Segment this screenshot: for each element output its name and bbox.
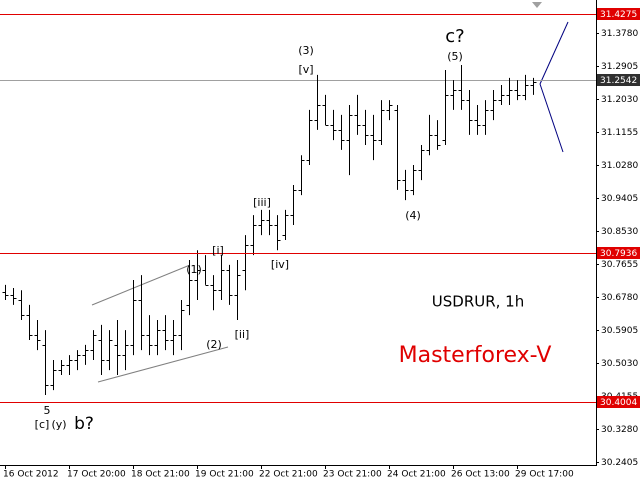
current-price-label: 31.2542 — [600, 76, 637, 86]
y-tick-label: 31.0280 — [601, 161, 638, 171]
watermark: Masterforex-V — [399, 343, 552, 368]
trend-line — [97, 346, 229, 383]
x-tick-label: 24 Oct 21:00 — [387, 470, 446, 480]
y-tick-label: 30.5030 — [601, 359, 638, 369]
projection-lines — [539, 21, 569, 153]
projection-line — [539, 83, 564, 153]
y-tick-label: 30.8530 — [601, 227, 638, 237]
wave-label: (y) — [51, 418, 66, 431]
level-label-box — [597, 8, 640, 20]
y-tick-label: 30.9405 — [601, 194, 638, 204]
wave-label: c? — [445, 26, 464, 47]
wave-label: [iii] — [253, 196, 271, 209]
level-label: 30.7936 — [600, 249, 637, 259]
wave-label: [i] — [212, 244, 224, 257]
x-tick-label: 19 Oct 21:00 — [195, 470, 254, 480]
x-tick-label: 17 Oct 20:00 — [67, 470, 126, 480]
projection-line — [539, 21, 569, 85]
y-tick-label: 31.3780 — [601, 29, 638, 39]
chart-title: USDRUR, 1h — [432, 293, 524, 311]
level-label-box — [597, 247, 640, 259]
x-tick-label: 23 Oct 21:00 — [323, 470, 382, 480]
level-label-box — [597, 396, 640, 408]
wave-label: [c] — [35, 418, 50, 431]
y-tick-label: 31.1155 — [601, 128, 638, 138]
wave-label: [iv] — [271, 258, 289, 271]
y-tick-label: 30.6780 — [601, 293, 638, 303]
x-tick-label: 16 Oct 2012 — [3, 470, 59, 480]
current-price-box — [597, 74, 640, 86]
wave-label: b? — [74, 414, 94, 434]
wave-label: (3) — [298, 44, 314, 57]
y-tick-label: 30.5905 — [601, 326, 638, 336]
x-tick-label: 18 Oct 21:00 — [131, 470, 190, 480]
y-tick-label: 31.2905 — [601, 62, 638, 72]
x-tick-label: 26 Oct 13:00 — [451, 470, 510, 480]
wave-label: 5 — [44, 404, 51, 417]
level-label: 30.4004 — [600, 398, 637, 408]
x-tick-label: 22 Oct 21:00 — [259, 470, 318, 480]
wave-label: [v] — [298, 63, 313, 76]
x-tick-label: 29 Oct 17:00 — [515, 470, 574, 480]
y-tick-label: 31.2030 — [601, 95, 638, 105]
wave-label: (2) — [206, 338, 222, 351]
wave-label: [ii] — [235, 328, 250, 341]
y-tick-label: 30.2405 — [601, 458, 638, 468]
y-tick-label: 30.7655 — [601, 260, 638, 270]
wave-label: (1) — [186, 263, 202, 276]
level-label: 31.4275 — [600, 10, 637, 20]
shift-marker — [532, 2, 542, 8]
wave-label: (5) — [447, 50, 463, 63]
y-tick-label: 30.3280 — [601, 425, 638, 435]
wave-label: (4) — [405, 209, 421, 222]
